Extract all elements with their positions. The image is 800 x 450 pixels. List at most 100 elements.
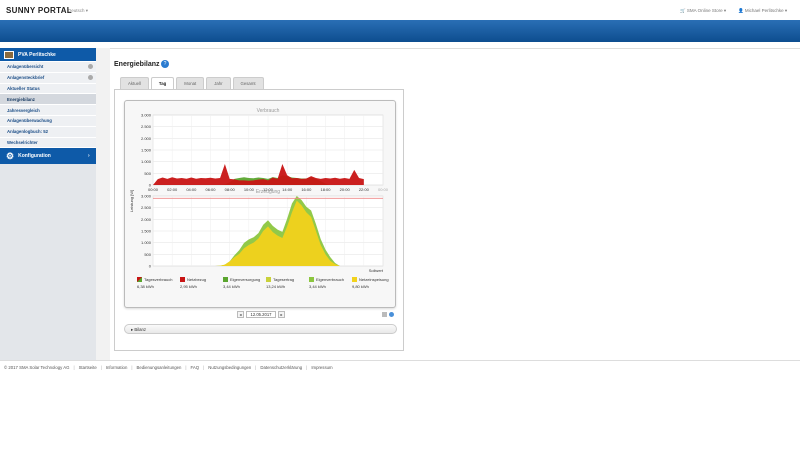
period-tabs: Aktuell Tag Monat Jahr Gesamt <box>120 77 264 89</box>
tab-tag[interactable]: Tag <box>150 77 175 89</box>
sidebar-item-label: Anlagensteckbrief <box>7 75 45 81</box>
sidebar-item-konfiguration[interactable]: ⚙ Konfiguration › <box>0 148 96 165</box>
consumption-y-tick-label: 0 <box>149 183 152 188</box>
legend-label: Eigenversorgung <box>230 277 260 282</box>
chevron-down-icon: ▾ <box>723 8 727 13</box>
bilanz-expander[interactable]: ▸ Bilanz <box>124 324 397 334</box>
blue-banner <box>0 20 800 42</box>
settings-icon[interactable] <box>389 312 394 317</box>
main-content: Energiebilanz ? Aktuell Tag Monat Jahr G… <box>110 48 800 360</box>
legend-value: 6,38 kWh <box>137 284 154 289</box>
tab-monat[interactable]: Monat <box>176 77 205 89</box>
sidebar-item-energiebilanz[interactable]: Energiebilanz <box>0 94 96 106</box>
legend-swatch <box>180 277 185 282</box>
date-field[interactable]: 12.05.2017 <box>246 311 276 318</box>
footer-link-impressum[interactable]: Impressum <box>311 365 333 370</box>
next-day-button[interactable]: ▸ <box>278 311 285 318</box>
chart-tools <box>382 312 394 317</box>
language-selector[interactable]: Deutsch ▾ <box>68 8 88 14</box>
tab-panel: 3.000 2.500 2.000 1.500 1.000 500 0 Verbrauch 00… <box>114 89 404 351</box>
sidebar-item-anlagenlogbuch[interactable]: Anlagenlogbuch: 52 <box>0 126 96 138</box>
legend-label: Tagesverbrauch <box>144 277 172 282</box>
sidebar-item-label: Anlagenübersicht <box>7 64 44 70</box>
sidebar-item-wechselrichter[interactable]: Wechselrichter <box>0 137 96 149</box>
language-label: Deutsch <box>68 8 85 13</box>
consumption-x-tick-label: 08:00 <box>225 187 236 192</box>
consumption-x-tick-label: 14:00 <box>282 187 293 192</box>
top-header: SUNNY PORTAL Deutsch ▾ 🛒 SMA Online Stor… <box>0 0 800 20</box>
chart-container: 3.000 2.500 2.000 1.500 1.000 500 0 Verbrauch 00… <box>124 100 396 308</box>
legend-swatch <box>223 277 228 282</box>
user-icon: 👤 <box>738 8 744 13</box>
page-title: Energiebilanz <box>114 61 160 68</box>
consumption-x-tick-label: 10:00 <box>244 187 255 192</box>
sidebar-item-label: Anlagenlogbuch: 52 <box>7 129 49 135</box>
consumption-x-tick-label: 16:00 <box>301 187 312 192</box>
online-store-link[interactable]: 🛒 SMA Online Store ▾ <box>680 8 726 14</box>
footer: © 2017 SMA Solar Technology AG | Startse… <box>0 360 800 374</box>
user-name: Michael Perlitschke <box>744 8 784 13</box>
sidebar-item-label: Anlagenüberwachung <box>7 118 52 124</box>
generation-y-tick-label: 2.500 <box>141 205 152 210</box>
sidebar-item-label: Energiebilanz <box>7 96 35 102</box>
consumption-x-tick-label: 20:00 <box>340 187 351 192</box>
help-icon[interactable]: ? <box>161 60 169 68</box>
consumption-y-tick-label: 1.500 <box>141 148 152 153</box>
legend-swatch <box>137 277 142 282</box>
generation-y-tick-label: 3.000 <box>141 194 152 199</box>
footer-separator: | <box>100 365 102 370</box>
export-icon[interactable] <box>382 312 387 317</box>
footer-separator: | <box>131 365 133 370</box>
footer-link-faq[interactable]: FAQ <box>190 365 200 370</box>
legend-label: Tagesertrag <box>273 277 294 282</box>
y-axis-label: Leistung [W] <box>129 190 134 212</box>
settings-icon[interactable] <box>88 75 93 81</box>
reference-label: Sollwert <box>369 268 384 273</box>
footer-separator: | <box>306 365 308 370</box>
sidebar-item-aktueller-status[interactable]: Aktueller Status <box>0 83 96 95</box>
footer-link-startseite[interactable]: Startseite <box>78 365 97 370</box>
tab-jahr[interactable]: Jahr <box>206 77 231 89</box>
sidebar-item-label: Aktueller Status <box>7 85 40 91</box>
user-menu[interactable]: 👤 Michael Perlitschke ▾ <box>738 8 787 14</box>
chevron-down-icon: ▾ <box>784 8 788 13</box>
layout-divider <box>96 48 110 360</box>
generation-series-area <box>153 200 383 266</box>
sidebar-item-label: Konfiguration <box>18 153 51 160</box>
sidebar-item-anlagenuebersicht[interactable]: Anlagenübersicht <box>0 62 96 73</box>
consumption-x-tick-label: 02:00 <box>167 187 178 192</box>
legend-value: 3,44 kWh <box>223 284 240 289</box>
consumption-x-tick-label: 06:00 <box>205 187 216 192</box>
settings-icon[interactable] <box>88 64 93 70</box>
tab-gesamt[interactable]: Gesamt <box>232 77 264 89</box>
plant-header[interactable]: PVA Perlitschke <box>0 48 96 62</box>
consumption-y-tick-label: 3.000 <box>141 113 152 118</box>
footer-link-bedienungsanleitungen[interactable]: Bedienungsanleitungen <box>136 365 182 370</box>
consumption-x-tick-label: 22:00 <box>359 187 370 192</box>
generation-y-tick-label: 1.000 <box>141 240 152 245</box>
prev-day-button[interactable]: ◂ <box>237 311 244 318</box>
sidebar-item-anlagenueberwachung[interactable]: Anlagenüberwachung <box>0 115 96 127</box>
footer-link-datenschutz[interactable]: Datenschutzerklärung <box>260 365 303 370</box>
tab-aktuell[interactable]: Aktuell <box>120 77 149 89</box>
plant-thumbnail <box>4 50 14 59</box>
generation-y-tick-label: 2.000 <box>141 217 152 222</box>
legend-value: 13,24 kWh <box>266 284 285 289</box>
legend-label: Netzbezug <box>187 277 206 282</box>
footer-link-information[interactable]: Information <box>105 365 128 370</box>
consumption-y-tick-label: 1.000 <box>141 159 152 164</box>
sunny-portal-logo[interactable]: SUNNY PORTAL <box>6 6 72 15</box>
sidebar-item-jahresvergleich[interactable]: Jahresvergleich <box>0 105 96 116</box>
generation-chart-title: Erzeugung <box>256 189 280 195</box>
sidebar-item-anlagensteckbrief[interactable]: Anlagensteckbrief <box>0 72 96 84</box>
legend-swatch <box>352 277 357 282</box>
consumption-x-tick-label: 12:00 <box>263 187 274 192</box>
plant-name: PVA Perlitschke <box>18 51 56 58</box>
sidebar-item-label: Wechselrichter <box>7 139 38 145</box>
footer-link-nutzungsbedingungen[interactable]: Nutzungsbedingungen <box>208 365 252 370</box>
legend-label: Netzeinspeisung <box>359 277 389 282</box>
legend-label: Eigenverbrauch <box>316 277 344 282</box>
generation-y-tick-label: 1.500 <box>141 229 152 234</box>
energy-balance-chart: 3.0002.5002.0001.5001.0005000Verbrauch00… <box>129 108 389 289</box>
consumption-y-tick-label: 500 <box>144 171 151 176</box>
